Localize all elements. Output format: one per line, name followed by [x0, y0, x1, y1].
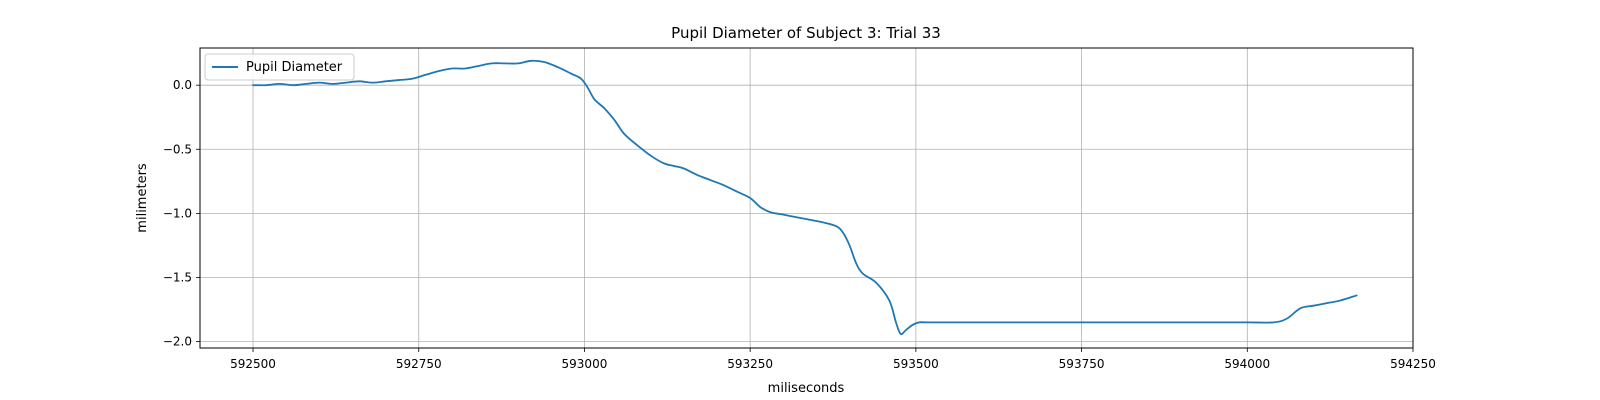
- legend: Pupil Diameter: [204, 53, 355, 81]
- grid: [200, 48, 1414, 348]
- x-axis: 592500 592750 593000 593250 593500 593750 5940…: [230, 348, 1436, 371]
- x-tick-label: 594000: [1224, 357, 1270, 371]
- chart-title: Pupil Diameter of Subject 3: Trial 33: [671, 24, 941, 42]
- legend-label: Pupil Diameter: [246, 60, 343, 75]
- x-axis-label: miliseconds: [768, 381, 845, 396]
- y-tick-label: −2.0: [163, 335, 192, 349]
- x-tick-label: 592750: [396, 357, 442, 371]
- legend-box: [204, 53, 355, 81]
- x-tick-label: 593250: [727, 357, 773, 371]
- x-tick-label: 593500: [893, 357, 939, 371]
- y-tick-label: −1.0: [163, 206, 192, 220]
- x-tick-label: 592500: [230, 357, 276, 371]
- y-tick-label: −0.5: [163, 142, 192, 156]
- y-tick-label: 0.0: [173, 78, 192, 92]
- plot-area: [199, 47, 1414, 349]
- x-tick-label: 593750: [1059, 357, 1105, 371]
- x-tick-label: 593000: [562, 357, 608, 371]
- x-tick-label: 594250: [1390, 357, 1436, 371]
- series-line-pupil-diameter: [252, 59, 1358, 336]
- y-tick-label: −1.5: [163, 270, 192, 284]
- y-axis-label: milimeters: [135, 163, 150, 233]
- y-axis: 0.0 −0.5 −1.0 −1.5 −2.0: [163, 78, 200, 349]
